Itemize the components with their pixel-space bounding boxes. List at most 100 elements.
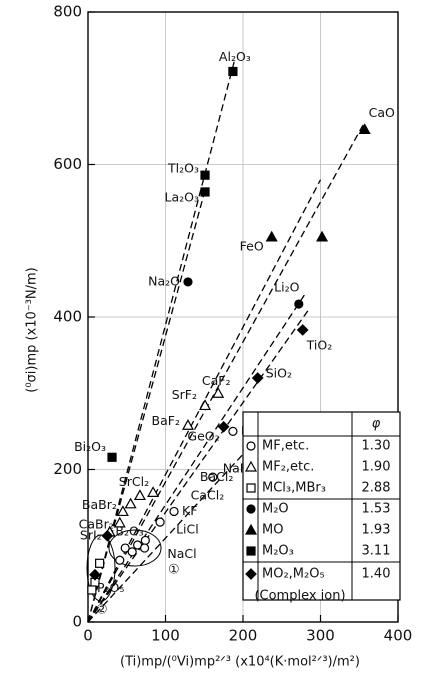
legend-label: MCl₃,MBr₃ xyxy=(262,481,326,496)
point-label: Bi₂O₃ xyxy=(74,439,106,454)
point-label: SiO₂ xyxy=(266,366,292,381)
regression-line xyxy=(87,308,310,623)
point-label: SrF₂ xyxy=(172,387,197,402)
data-point xyxy=(127,547,137,557)
x-tick-label: 300 xyxy=(306,627,335,645)
legend-phi: 1.40 xyxy=(362,567,391,582)
data-point xyxy=(251,372,264,384)
point-label: La₂O₃ xyxy=(165,189,200,204)
legend-marker xyxy=(245,568,257,580)
annotation: ① xyxy=(168,563,180,578)
legend-marker xyxy=(246,483,256,493)
point-label: CaCl₂ xyxy=(191,487,225,502)
data-point xyxy=(296,324,309,336)
cluster-ellipse xyxy=(108,529,162,567)
data-point xyxy=(101,529,114,542)
point-label: NaCl xyxy=(167,546,196,561)
data-point xyxy=(217,420,230,433)
data-point xyxy=(120,543,130,553)
x-tick-label: 0 xyxy=(83,627,93,645)
x-tick-label: 400 xyxy=(384,627,413,645)
data-point xyxy=(183,277,193,287)
y-axis-label: (⁰σi)mp (x10⁻³N/m) xyxy=(25,267,40,392)
point-label: Tl₂O₃ xyxy=(167,161,199,176)
point-label: GeO₂ xyxy=(187,428,219,443)
data-point xyxy=(147,486,160,497)
point-label: KF xyxy=(182,503,197,518)
point-label: BaCl₂ xyxy=(200,469,233,484)
y-tick-label: 600 xyxy=(53,155,82,173)
data-point xyxy=(89,568,101,581)
legend-phi: 2.88 xyxy=(362,481,391,496)
point-label: FeO xyxy=(240,238,264,253)
data-point xyxy=(265,230,278,242)
x-axis-label: (Ti)mp/(⁰Vi)mp²ᐟ³ (x10⁴(K·mol²ᐟ³)/m²) xyxy=(120,655,360,670)
legend: φ MF,etc. 1.30 MF₂,etc. 1.90 MCl₃,MBr₃ 2.88 M₂O… xyxy=(242,411,401,604)
point-label: LiCl xyxy=(176,522,199,537)
data-point xyxy=(294,299,304,309)
legend-label: MO xyxy=(262,523,283,538)
legend-phi: 1.90 xyxy=(362,460,391,475)
x-tick-label: 100 xyxy=(151,627,180,645)
data-point xyxy=(200,170,210,180)
data-point xyxy=(116,505,129,517)
legend-marker xyxy=(246,504,256,514)
point-label: CaBr₂ xyxy=(79,516,114,531)
legend-header: φ xyxy=(372,417,381,432)
data-point xyxy=(95,558,105,568)
legend-label: M₂O₃ xyxy=(262,544,294,559)
legend-label: M₂O xyxy=(262,502,289,517)
point-label: B₂O₃ xyxy=(115,523,143,538)
point-label: NaF xyxy=(223,461,247,476)
point-label: BaBr₂ xyxy=(82,497,117,512)
legend-label: MF,etc. xyxy=(262,439,309,454)
data-point xyxy=(115,555,125,565)
annotation: ② xyxy=(96,603,108,618)
data-point xyxy=(155,517,165,527)
legend-marker xyxy=(246,546,256,556)
regression-line xyxy=(87,187,207,623)
x-tick-label: 200 xyxy=(229,627,258,645)
legend-marker xyxy=(244,523,258,535)
data-point xyxy=(228,426,238,436)
plot-frame xyxy=(87,11,399,623)
point-label: SrCl₂ xyxy=(119,474,149,489)
y-tick-label: 200 xyxy=(53,460,82,478)
legend-box xyxy=(242,411,401,601)
data-point xyxy=(228,66,238,77)
point-label: Na₂O xyxy=(148,273,180,288)
data-point xyxy=(169,506,179,517)
legend-phi: 1.53 xyxy=(362,502,391,517)
point-label: BaF₂ xyxy=(152,413,180,428)
point-label: CaF₂ xyxy=(202,373,231,388)
data-point xyxy=(212,387,225,398)
regression-line xyxy=(87,124,364,623)
y-tick-label: 800 xyxy=(53,3,82,21)
point-label: Li₂O xyxy=(274,280,299,295)
data-point xyxy=(124,497,137,509)
point-label: Al₂O₃ xyxy=(219,49,251,64)
point-label: SrI₂ xyxy=(80,528,102,543)
data-point xyxy=(113,516,126,528)
regression-line xyxy=(87,57,236,623)
data-point xyxy=(358,123,371,135)
cluster-ellipse xyxy=(86,534,116,602)
data-point xyxy=(208,472,218,482)
legend-marker xyxy=(246,441,256,451)
legend-phi: 1.93 xyxy=(362,523,391,538)
data-point xyxy=(87,585,97,595)
point-label: P₂O₅ xyxy=(97,580,124,595)
data-point xyxy=(199,399,212,411)
data-point xyxy=(200,187,210,197)
point-label: TiO₂ xyxy=(306,337,333,352)
data-point xyxy=(133,489,146,501)
y-tick-label: 400 xyxy=(53,308,82,326)
y-tick-label: 0 xyxy=(72,613,82,631)
data-point xyxy=(316,230,329,242)
legend-label: MF₂,etc. xyxy=(262,460,314,475)
data-point xyxy=(181,419,194,430)
legend-label: MO₂,M₂O₅ xyxy=(262,567,325,582)
legend-phi: 1.30 xyxy=(362,439,391,454)
point-label: CaO xyxy=(369,105,395,120)
